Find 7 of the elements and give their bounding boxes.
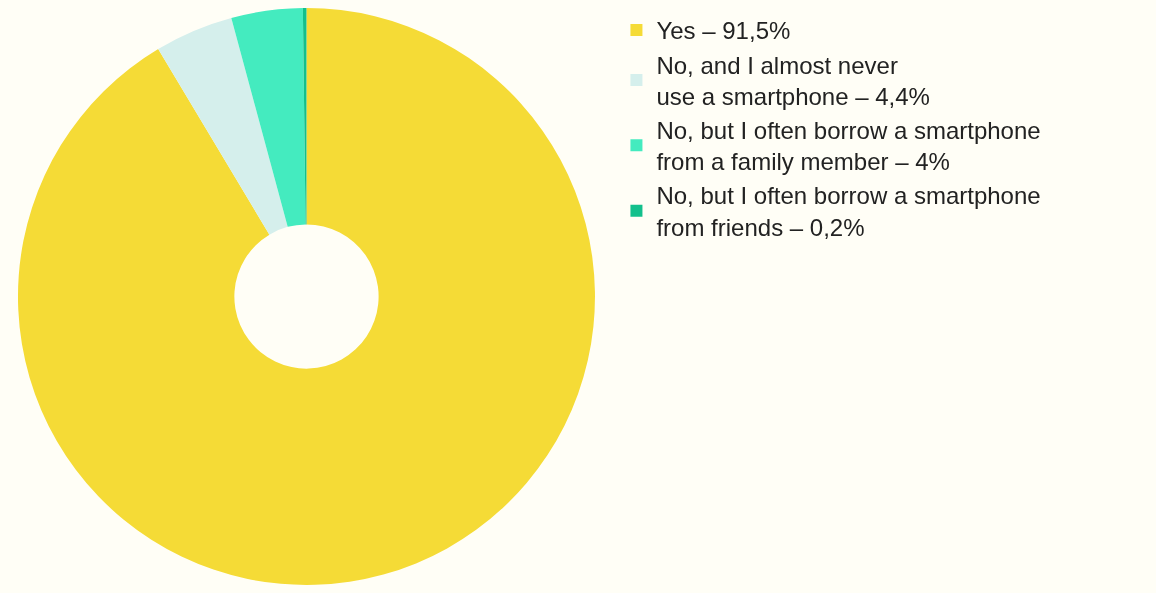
- legend-label: No, and I almost never use a smartphone – 4,4%: [656, 51, 930, 110]
- donut-slice: [158, 17, 288, 235]
- donut-slice: [231, 8, 306, 227]
- legend-label: No, but I often borrow a smartphone from a family member – 4%: [656, 117, 1041, 176]
- donut-slice: [17, 8, 595, 585]
- legend-label: No, but I often borrow a smartphone from friends – 0,2%: [656, 182, 1041, 241]
- legend-label: Yes – 91,5%: [656, 17, 791, 45]
